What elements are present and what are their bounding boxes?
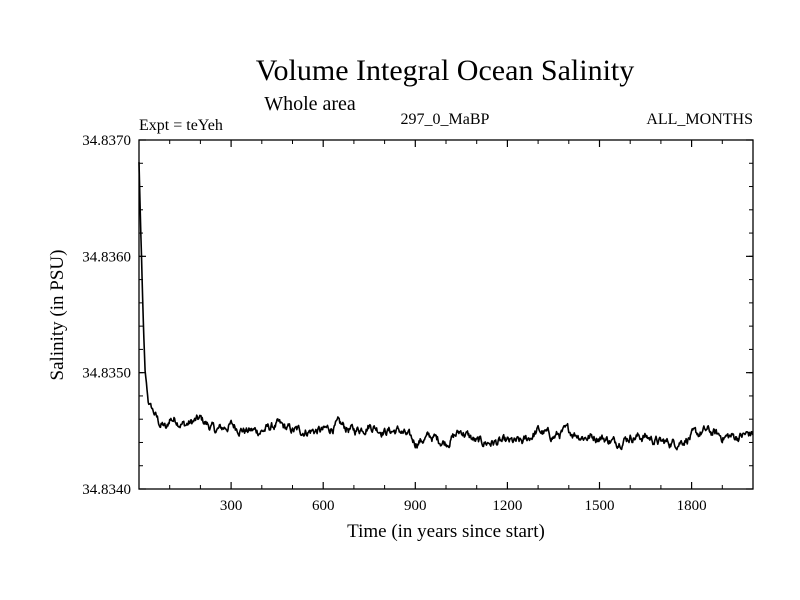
x-tick-label: 600 bbox=[312, 498, 335, 514]
x-tick-label: 1800 bbox=[677, 498, 707, 514]
months-label: ALL_MONTHS bbox=[646, 111, 753, 128]
y-tick-label: 34.8340 bbox=[82, 482, 131, 498]
salinity-series-line bbox=[138, 162, 754, 451]
plot-frame bbox=[138, 139, 754, 490]
y-tick-label: 34.8360 bbox=[82, 249, 131, 265]
chart-subtitle: Whole area bbox=[264, 93, 356, 115]
x-tick-label: 1200 bbox=[492, 498, 522, 514]
y-tick-label: 34.8350 bbox=[82, 366, 131, 382]
x-axis-ticks: 300 600 900 1200 1500 1800 bbox=[169, 140, 723, 514]
y-tick-label: 34.8370 bbox=[82, 133, 131, 149]
experiment-label: Expt = teYeh bbox=[139, 117, 223, 134]
x-tick-label: 300 bbox=[220, 498, 243, 514]
y-axis-ticks: 34.8340 34.8350 34.8360 34.8370 bbox=[82, 133, 753, 498]
run-label: 297_0_MaBP bbox=[401, 111, 490, 128]
x-tick-label: 900 bbox=[404, 498, 427, 514]
x-tick-label: 1500 bbox=[585, 498, 615, 514]
chart-title: Volume Integral Ocean Salinity bbox=[256, 54, 635, 87]
x-axis-label: Time (in years since start) bbox=[347, 521, 545, 542]
y-axis-label: Salinity (in PSU) bbox=[47, 250, 68, 381]
